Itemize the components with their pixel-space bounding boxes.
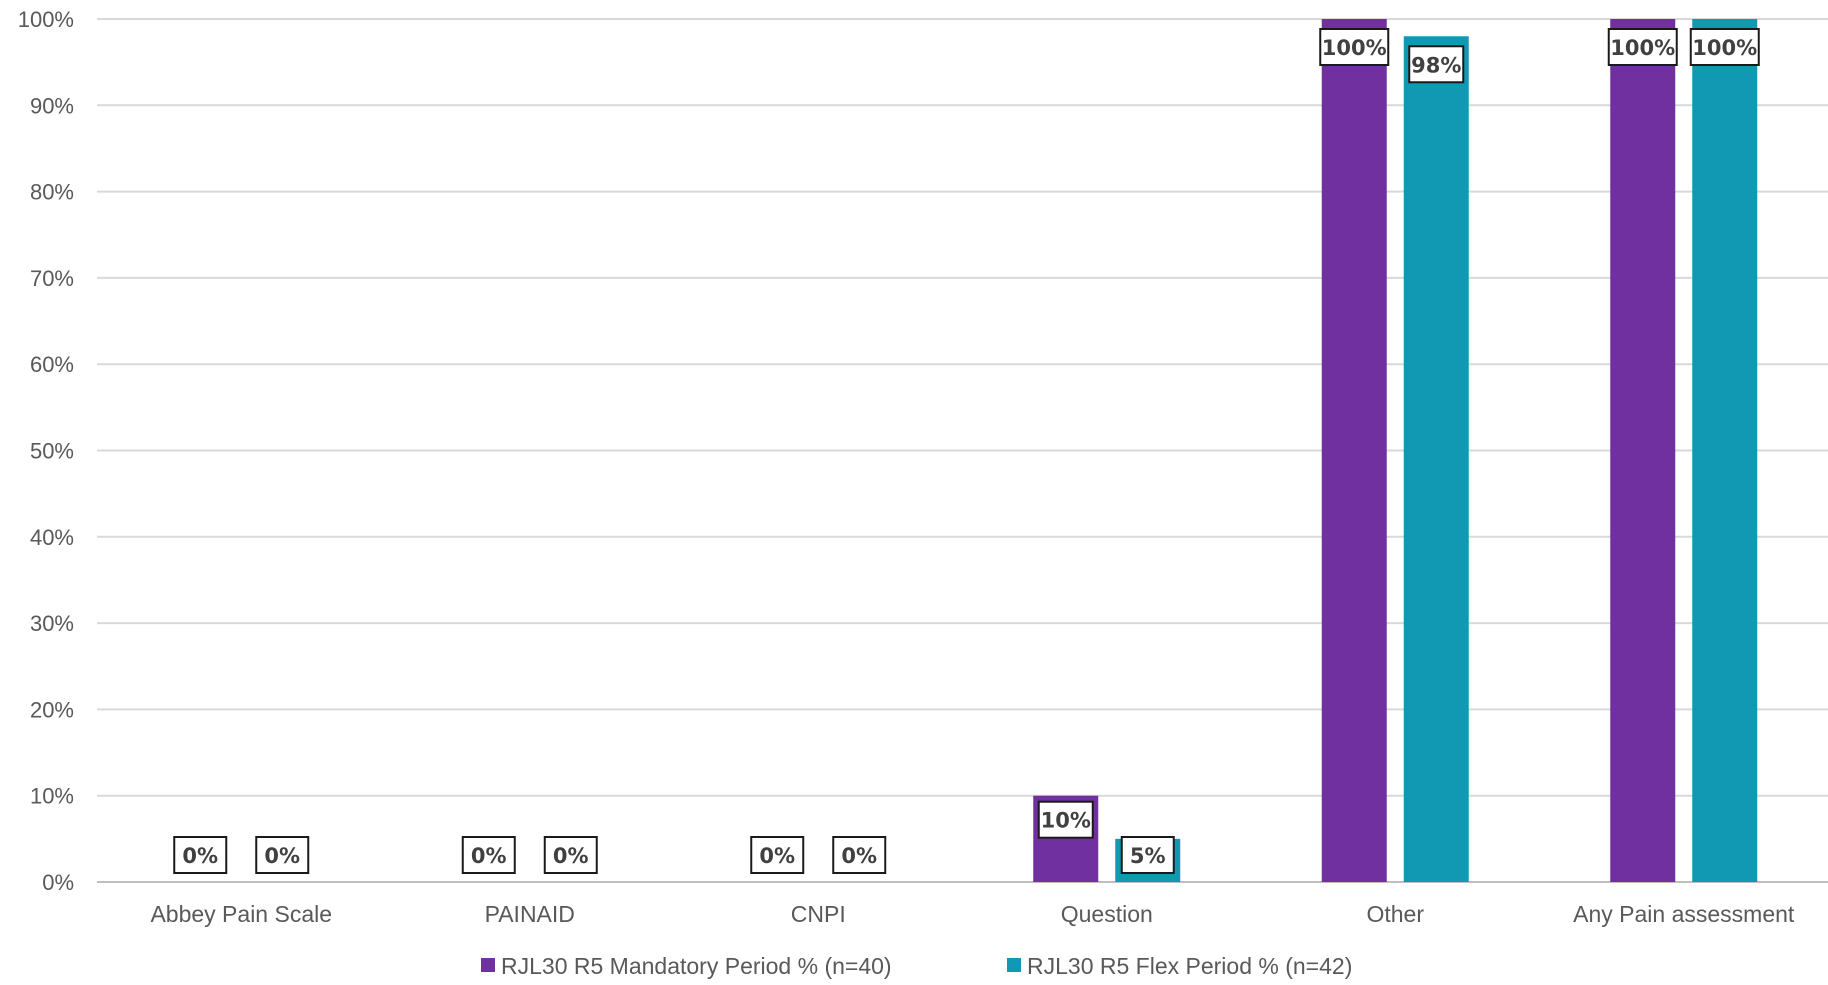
data-label-painaid-series-1: 0% <box>543 836 598 874</box>
data-label-text: 0% <box>264 844 300 868</box>
x-axis-category-labels: Abbey Pain Scale PAINAID CNPI Question Other… <box>150 901 1794 927</box>
data-label-box <box>1037 800 1094 839</box>
y-tick-label: 30% <box>30 611 74 636</box>
data-label-cnpi-series-0: 0% <box>750 836 805 874</box>
data-label-painaid-series-0: 0% <box>461 836 516 874</box>
data-label-box <box>173 836 228 874</box>
y-tick-label: 100% <box>18 7 74 32</box>
data-label-abbey-pain-scale-series-1: 0% <box>255 836 310 874</box>
data-label-question-series-1: 5% <box>1120 836 1175 874</box>
data-label-box <box>832 836 887 874</box>
y-tick-label: 60% <box>30 352 74 377</box>
data-labels: 0% 0% 0% 0% 0% 0% 10% 5% 100% 98% 100% 100% <box>173 28 1760 874</box>
data-label-box <box>750 836 805 874</box>
x-tick-label-any-pain-assessment: Any Pain assessment <box>1573 901 1795 927</box>
data-label-text: 100% <box>1322 36 1387 60</box>
y-tick-label: 10% <box>30 784 74 809</box>
data-label-any-pain-assessment-series-0: 100% <box>1607 28 1678 66</box>
data-label-other-series-1: 98% <box>1408 45 1465 84</box>
x-tick-label-painaid: PAINAID <box>485 901 575 927</box>
legend: RJL30 R5 Mandatory Period % (n=40) RJL30… <box>481 953 1352 979</box>
y-tick-label: 0% <box>42 870 74 895</box>
data-label-box <box>1607 28 1678 66</box>
data-label-cnpi-series-1: 0% <box>832 836 887 874</box>
gridlines <box>97 18 1828 883</box>
y-tick-label: 20% <box>30 697 74 722</box>
data-label-abbey-pain-scale-series-0: 0% <box>173 836 228 874</box>
x-tick-label-question: Question <box>1061 901 1153 927</box>
y-axis-tick-labels: 0% 10% 20% 30% 40% 50% 60% 70% 80% 90% 100% <box>18 7 74 895</box>
data-label-question-series-0: 10% <box>1037 800 1094 839</box>
data-label-box <box>1319 28 1390 66</box>
data-label-text: 100% <box>1610 36 1675 60</box>
x-tick-label-abbey-pain-scale: Abbey Pain Scale <box>150 901 332 927</box>
data-label-any-pain-assessment-series-1: 100% <box>1689 28 1760 66</box>
data-label-text: 0% <box>553 844 589 868</box>
data-label-text: 100% <box>1692 36 1757 60</box>
y-tick-label: 50% <box>30 439 74 464</box>
x-tick-label-cnpi: CNPI <box>791 901 846 927</box>
data-label-box <box>461 836 516 874</box>
bar-any-pain-assessment-series-1 <box>1692 19 1758 882</box>
y-tick-label: 40% <box>30 525 74 550</box>
data-label-box <box>1120 836 1175 874</box>
y-tick-label: 70% <box>30 266 74 291</box>
legend-swatch-flex <box>1007 958 1021 972</box>
data-label-box <box>1408 45 1465 84</box>
legend-item-flex: RJL30 R5 Flex Period % (n=42) <box>1007 953 1352 979</box>
legend-label-flex: RJL30 R5 Flex Period % (n=42) <box>1027 953 1352 979</box>
data-label-box <box>1689 28 1760 66</box>
data-label-text: 0% <box>471 844 507 868</box>
data-label-text: 98% <box>1411 53 1461 77</box>
data-label-text: 5% <box>1130 844 1166 868</box>
data-label-text: 10% <box>1041 809 1091 833</box>
legend-item-mandatory: RJL30 R5 Mandatory Period % (n=40) <box>481 953 892 979</box>
bar-any-pain-assessment-series-0 <box>1610 19 1676 882</box>
x-tick-label-other: Other <box>1366 901 1424 927</box>
data-label-text: 0% <box>759 844 795 868</box>
y-tick-label: 90% <box>30 93 74 118</box>
bar-other-series-0 <box>1321 19 1387 882</box>
legend-swatch-mandatory <box>481 958 495 972</box>
data-label-text: 0% <box>182 844 218 868</box>
legend-label-mandatory: RJL30 R5 Mandatory Period % (n=40) <box>501 953 892 979</box>
data-label-text: 0% <box>841 844 877 868</box>
bar-other-series-1 <box>1403 36 1469 882</box>
y-tick-label: 80% <box>30 180 74 205</box>
data-label-box <box>543 836 598 874</box>
data-label-box <box>255 836 310 874</box>
data-label-other-series-0: 100% <box>1319 28 1390 66</box>
